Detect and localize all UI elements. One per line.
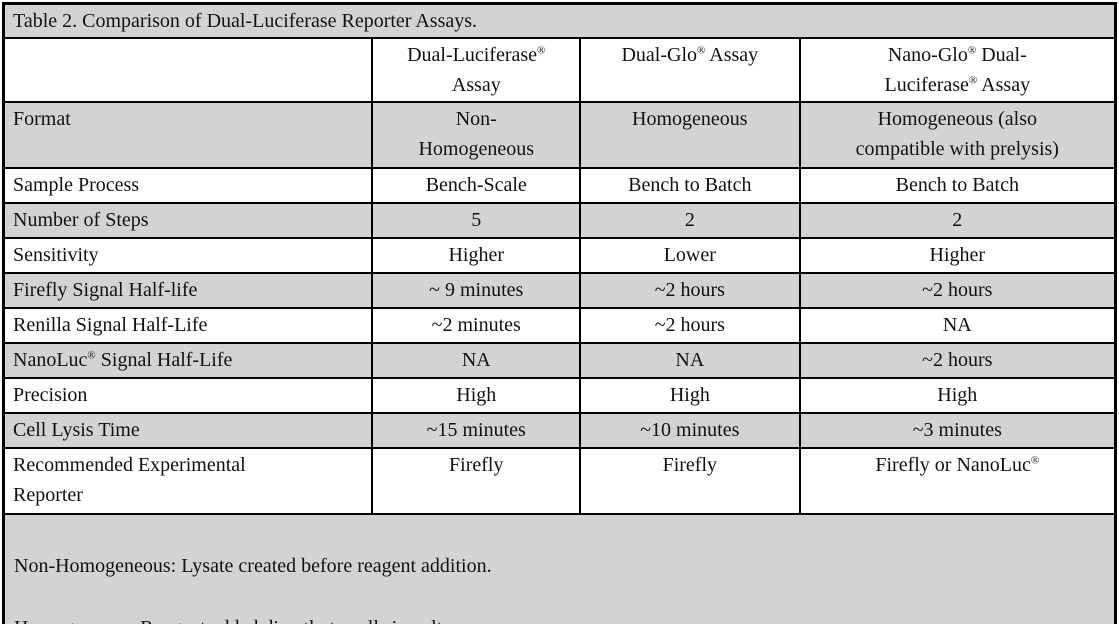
cell-value: NA bbox=[579, 342, 801, 379]
row-label: Firefly Signal Half-life bbox=[2, 272, 374, 309]
footnote-non-homogeneous: Non-Homogeneous: Lysate created before r… bbox=[14, 555, 492, 577]
cell-value: Higher bbox=[371, 237, 582, 274]
table-row-renilla-half-life: Renilla Signal Half-Life ~2 minutes ~2 h… bbox=[2, 307, 1117, 344]
row-label: Number of Steps bbox=[2, 202, 374, 239]
footnotes-cell: Non-Homogeneous: Lysate created before r… bbox=[2, 513, 1117, 624]
row-label: Precision bbox=[2, 377, 374, 414]
row-label: Cell Lysis Time bbox=[2, 412, 374, 449]
row-label: Renilla Signal Half-Life bbox=[2, 307, 374, 344]
table-row-cell-lysis-time: Cell Lysis Time ~15 minutes ~10 minutes … bbox=[2, 412, 1117, 449]
cell-value: Homogeneous (also compatible with prelys… bbox=[798, 101, 1117, 169]
row-label: NanoLuc® Signal Half-Life bbox=[2, 342, 374, 379]
cell-value: ~2 hours bbox=[579, 307, 801, 344]
table-row-nanoluc-half-life: NanoLuc® Signal Half-Life NA NA ~2 hours bbox=[2, 342, 1117, 379]
cell-value: NA bbox=[371, 342, 582, 379]
cell-value: Non- Homogeneous bbox=[371, 101, 582, 169]
cell-value: Higher bbox=[798, 237, 1117, 274]
table-row-number-of-steps: Number of Steps 5 2 2 bbox=[2, 202, 1117, 239]
cell-value: High bbox=[371, 377, 582, 414]
footnote-homogeneous: Homogeneous: Reagent added directly to c… bbox=[14, 613, 1105, 624]
cell-value: Firefly bbox=[371, 447, 582, 515]
column-header-row: Dual-Luciferase® Assay Dual-Glo® Assay N… bbox=[2, 37, 1117, 103]
cell-value: ~2 minutes bbox=[371, 307, 582, 344]
column-header-dual-glo: Dual-Glo® Assay bbox=[579, 37, 801, 103]
table-row-recommended-reporter: Recommended Experimental Reporter Firefl… bbox=[2, 447, 1117, 515]
row-label: Recommended Experimental Reporter bbox=[2, 447, 374, 515]
row-label: Sample Process bbox=[2, 167, 374, 204]
cell-value: Bench to Batch bbox=[579, 167, 801, 204]
cell-value: ~2 hours bbox=[798, 342, 1117, 379]
cell-value: Firefly or NanoLuc® bbox=[798, 447, 1117, 515]
cell-value: High bbox=[798, 377, 1117, 414]
cell-value: ~ 9 minutes bbox=[371, 272, 582, 309]
row-label: Sensitivity bbox=[2, 237, 374, 274]
column-header-nano-glo: Nano-Glo® Dual- Luciferase® Assay bbox=[798, 37, 1117, 103]
table-title-row: Table 2. Comparison of Dual-Luciferase R… bbox=[2, 2, 1117, 39]
cell-value: 2 bbox=[798, 202, 1117, 239]
table-row-sensitivity: Sensitivity Higher Lower Higher bbox=[2, 237, 1117, 274]
cell-value: ~3 minutes bbox=[798, 412, 1117, 449]
table-row-format: Format Non- Homogeneous Homogeneous Homo… bbox=[2, 101, 1117, 169]
table-row-firefly-half-life: Firefly Signal Half-life ~ 9 minutes ~2 … bbox=[2, 272, 1117, 309]
table-row-precision: Precision High High High bbox=[2, 377, 1117, 414]
column-header-dual-luciferase: Dual-Luciferase® Assay bbox=[371, 37, 582, 103]
footnotes-row: Non-Homogeneous: Lysate created before r… bbox=[2, 513, 1117, 624]
cell-value: ~2 hours bbox=[579, 272, 801, 309]
cell-value: Homogeneous bbox=[579, 101, 801, 169]
table-title: Table 2. Comparison of Dual-Luciferase R… bbox=[2, 2, 1117, 39]
cell-value: Bench-Scale bbox=[371, 167, 582, 204]
cell-value: ~2 hours bbox=[798, 272, 1117, 309]
table-row-sample-process: Sample Process Bench-Scale Bench to Batc… bbox=[2, 167, 1117, 204]
header-empty-cell bbox=[2, 37, 374, 103]
cell-value: Bench to Batch bbox=[798, 167, 1117, 204]
cell-value: ~15 minutes bbox=[371, 412, 582, 449]
row-label: Format bbox=[2, 101, 374, 169]
cell-value: 5 bbox=[371, 202, 582, 239]
cell-value: Firefly bbox=[579, 447, 801, 515]
cell-value: NA bbox=[798, 307, 1117, 344]
cell-value: High bbox=[579, 377, 801, 414]
cell-value: Lower bbox=[579, 237, 801, 274]
cell-value: 2 bbox=[579, 202, 801, 239]
cell-value: ~10 minutes bbox=[579, 412, 801, 449]
